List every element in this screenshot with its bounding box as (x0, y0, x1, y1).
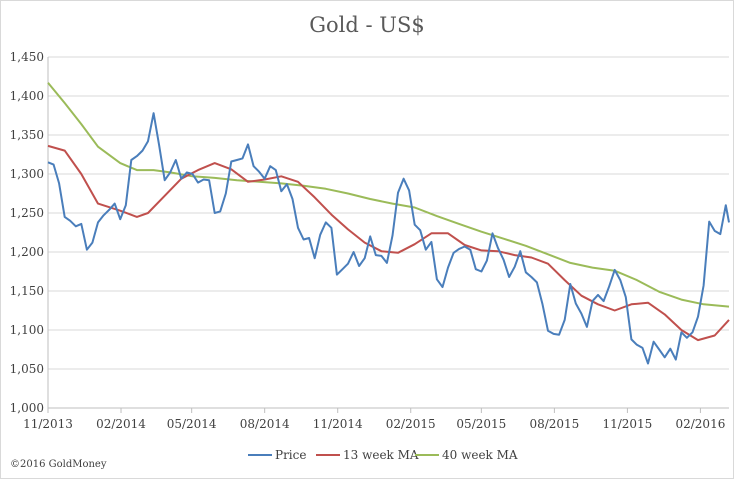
y-tick-label-1050: 1,050 (10, 362, 44, 376)
series-line-40-week-ma (47, 82, 730, 308)
y-tick-label-1000: 1,000 (10, 401, 44, 415)
x-tick-label-02-2016: 02/2016 (675, 417, 725, 431)
y-tick-label-1200: 1,200 (10, 245, 44, 259)
legend-label-13-week-ma: 13 week MA (343, 448, 419, 462)
x-tick-label-11-2014: 11/2014 (313, 417, 363, 431)
legend-label-price: Price (275, 448, 306, 462)
x-tick-label-11-2013: 11/2013 (23, 417, 73, 431)
x-tick-label-05-2014: 05/2014 (167, 417, 217, 431)
chart-title: Gold - US$ (309, 13, 424, 37)
x-tick-label-02-2015: 02/2015 (386, 417, 436, 431)
y-tick-label-1450: 1,450 (10, 50, 44, 64)
y-tick-label-1300: 1,300 (10, 167, 44, 181)
x-tick-label-02-2014: 02/2014 (96, 417, 146, 431)
y-tick-label-1250: 1,250 (10, 206, 44, 220)
x-tick-label-08-2014: 08/2014 (240, 417, 290, 431)
x-axis-tick-labels: 11/2013 02/2014 05/2014 08/2014 11/2014 02/20… (23, 417, 725, 431)
x-tick-label-08-2015: 08/2015 (529, 417, 579, 431)
y-tick-label-1350: 1,350 (10, 128, 44, 142)
legend: Price 13 week MA 40 week MA (248, 448, 518, 462)
x-tick-label-05-2015: 05/2015 (456, 417, 506, 431)
y-tick-label-1400: 1,400 (10, 89, 44, 103)
y-axis-tick-labels: 1,000 1,050 1,100 1,150 1,200 1,250 1,300 1,350… (10, 50, 44, 415)
series-line-price (47, 112, 730, 365)
y-tick-label-1150: 1,150 (10, 284, 44, 298)
series-lines (47, 82, 730, 365)
gridlines (47, 56, 729, 413)
y-tick-label-1100: 1,100 (10, 323, 44, 337)
source-note: ©2016 GoldMoney (10, 459, 107, 470)
legend-label-40-week-ma: 40 week MA (442, 448, 518, 462)
x-tick-label-11-2015: 11/2015 (602, 417, 652, 431)
